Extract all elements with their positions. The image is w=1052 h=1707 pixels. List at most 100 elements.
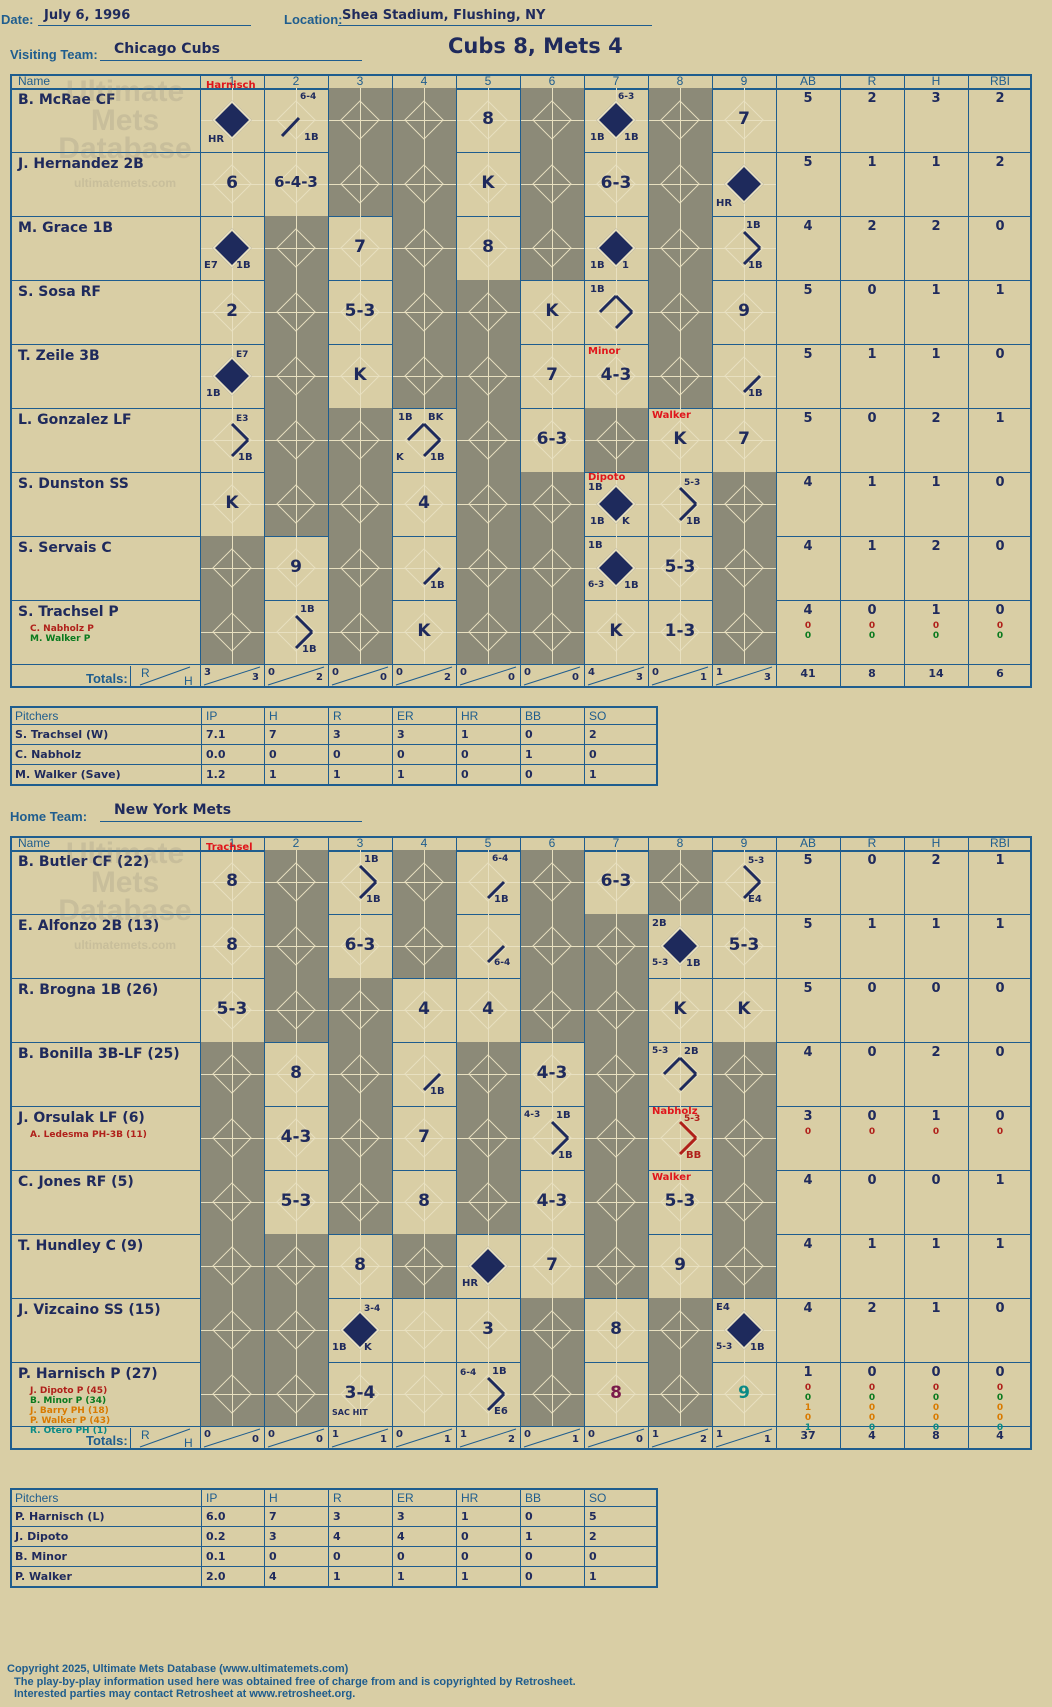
pitcher-stat: 4 <box>397 1530 405 1543</box>
play-result: 4-3 <box>536 1191 568 1211</box>
pitcher-stat: 0 <box>525 768 533 781</box>
pitching-column-header: ER <box>397 1491 414 1505</box>
inning-header: 1 <box>228 74 236 88</box>
batter-name: C. Jones RF (5) <box>18 1174 134 1190</box>
pitching-column-header: BB <box>525 709 542 723</box>
pitcher-name: M. Walker (Save) <box>15 768 121 781</box>
play-note: 1B <box>588 540 603 551</box>
inning-header: 5 <box>484 74 492 88</box>
stat-column-header: R <box>867 836 877 850</box>
game-location: Shea Stadium, Flushing, NY <box>342 8 546 23</box>
base-path <box>422 1072 442 1092</box>
play-note: 1B <box>236 260 251 271</box>
inning-header: 3 <box>356 836 364 850</box>
pitcher-stat: 0 <box>333 1550 341 1563</box>
play-result: 4-3 <box>280 1127 312 1147</box>
substitute-stat: 0 <box>996 1403 1004 1413</box>
play-result: 8 <box>290 1063 302 1083</box>
batter-stat: 1 <box>867 539 877 554</box>
batter-stat: 1 <box>931 917 941 932</box>
play-result: 6-3 <box>344 935 376 955</box>
play-note: 1B <box>430 1086 445 1097</box>
inning-runs-total: 0 <box>396 1429 403 1440</box>
pitcher-stat: 1 <box>269 768 277 781</box>
batter-stat: 0 <box>995 1365 1005 1380</box>
runs-key: R <box>141 1428 150 1442</box>
substitute-stat: 0 <box>804 1393 812 1403</box>
batter-stat: 0 <box>867 283 877 298</box>
substitute-stat: 0 <box>868 1383 876 1393</box>
play-result: 6 <box>226 173 238 193</box>
pitching-column-header: H <box>269 709 278 723</box>
inning-header: 6 <box>548 836 556 850</box>
pitcher-stat: 0 <box>269 748 277 761</box>
visiting-team-label: Visiting Team: <box>10 47 98 62</box>
batter-stat: 0 <box>867 1045 877 1060</box>
pitcher-stat: 0 <box>589 748 597 761</box>
pitcher-stat: 0 <box>525 1550 533 1563</box>
pitching-column-header: Pitchers <box>15 1491 59 1505</box>
inning-header: 2 <box>292 836 300 850</box>
play-result: 7 <box>418 1127 430 1147</box>
batter-stat: 5 <box>803 283 813 298</box>
play-note: E3 <box>236 414 249 424</box>
runs-key: R <box>141 666 150 680</box>
inning-header: 6 <box>548 74 556 88</box>
play-result: K <box>673 999 687 1019</box>
play-result: 5-3 <box>728 935 760 955</box>
pitcher-stat: 3 <box>397 728 405 741</box>
batter-stat: 2 <box>995 91 1005 106</box>
pitcher-stat: 1 <box>461 1510 469 1523</box>
play-note: 1B <box>624 132 639 143</box>
play-note: 1B <box>624 580 639 591</box>
inning-hits-total: 0 <box>508 672 515 683</box>
batter-name: R. Brogna 1B (26) <box>18 982 159 998</box>
batter-stat: 0 <box>867 981 877 996</box>
batter-stat: 0 <box>995 981 1005 996</box>
pitching-column-header: SO <box>589 709 607 723</box>
batter-name: J. Hernandez 2B <box>18 156 144 172</box>
play-result: 8 <box>226 871 238 891</box>
substitute-stat: 0 <box>868 621 876 631</box>
pitcher-stat: 3 <box>333 1510 341 1523</box>
batter-stat: 2 <box>931 853 941 868</box>
game-date: July 6, 1996 <box>44 8 131 23</box>
batter-name: T. Hundley C (9) <box>18 1238 144 1254</box>
pitcher-stat: 2 <box>589 1530 597 1543</box>
play-result: K <box>609 621 623 641</box>
inning-hits-total: 1 <box>444 1434 451 1445</box>
batter-stat: 4 <box>803 475 813 490</box>
inning-hits-total: 1 <box>572 1434 579 1445</box>
base-path <box>486 944 506 964</box>
play-result: 3-4 <box>344 1383 376 1403</box>
pitcher-stat: 0.0 <box>206 748 226 761</box>
home-team-name: New York Mets <box>114 802 232 818</box>
play-result: 4 <box>418 493 430 513</box>
pitching-column-header: H <box>269 1491 278 1505</box>
base-path <box>486 1376 506 1412</box>
substitute-stat: 0 <box>868 1127 876 1137</box>
play-result: 4-3 <box>600 365 632 385</box>
play-result: 8 <box>610 1319 622 1339</box>
play-result: 8 <box>418 1191 430 1211</box>
batter-stat: 0 <box>995 219 1005 234</box>
inning-header: 7 <box>612 74 620 88</box>
pitcher-name: B. Minor <box>15 1550 67 1563</box>
play-note: 2B <box>652 918 667 929</box>
hits-key: H <box>184 674 193 688</box>
team-stat-total: 37 <box>800 1429 816 1442</box>
substitute-stat: 0 <box>868 1423 876 1433</box>
inning-hits-total: 3 <box>764 672 771 683</box>
play-result: 8 <box>610 1383 622 1403</box>
play-note: Walker <box>652 410 691 421</box>
batter-name: S. Sosa RF <box>18 284 101 300</box>
name-column-header: Name <box>18 74 51 88</box>
batter-stat: 1 <box>867 347 877 362</box>
pitcher-stat: 0.1 <box>206 1550 226 1563</box>
base-path <box>550 1120 570 1156</box>
batter-stat: 1 <box>803 1365 813 1380</box>
play-result: 4 <box>482 999 494 1019</box>
inning-header: 9 <box>740 836 748 850</box>
play-note: 3-4 <box>364 1304 381 1314</box>
footer-contact-line: Interested parties may contact Retroshee… <box>14 1688 356 1700</box>
